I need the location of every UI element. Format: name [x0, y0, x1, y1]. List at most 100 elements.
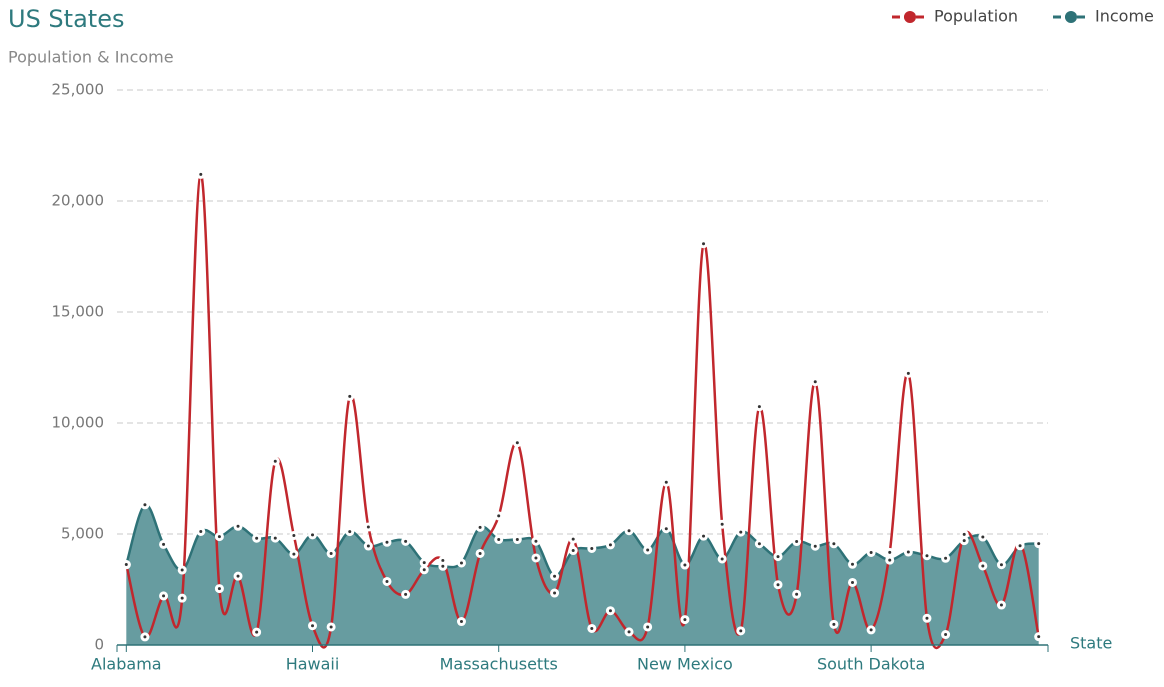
- data-point-dot: [255, 630, 259, 634]
- data-point-dot: [702, 242, 706, 246]
- data-point-dot: [608, 609, 612, 613]
- data-point-dot: [627, 529, 631, 533]
- data-point-dot: [385, 540, 389, 544]
- data-point-dot: [422, 561, 426, 565]
- data-point-dot: [627, 630, 631, 634]
- data-point-dot: [478, 551, 482, 555]
- data-point-dot: [236, 574, 240, 578]
- data-point-dot: [683, 563, 687, 567]
- data-point-dot: [832, 622, 836, 626]
- data-point-dot: [757, 405, 761, 409]
- data-point-dot: [459, 561, 463, 565]
- data-point-dot: [962, 532, 966, 536]
- data-point-dot: [1037, 635, 1041, 639]
- data-point-dot: [217, 587, 221, 591]
- data-point-dot: [646, 548, 650, 552]
- data-point-dot: [813, 380, 817, 384]
- data-point-dot: [478, 525, 482, 529]
- data-point-dot: [850, 580, 854, 584]
- data-point-dot: [813, 544, 817, 548]
- data-point-dot: [534, 539, 538, 543]
- data-point-dot: [124, 563, 128, 567]
- data-point-dot: [329, 552, 333, 556]
- y-tick-label: 25,000: [52, 81, 105, 99]
- data-point-dot: [1037, 542, 1041, 546]
- data-point-dot: [776, 583, 780, 587]
- legend-marker: [904, 11, 916, 23]
- data-point-dot: [944, 556, 948, 560]
- data-point-dot: [441, 564, 445, 568]
- data-point-dot: [534, 556, 538, 560]
- x-tick-label: Hawaii: [286, 655, 340, 674]
- legend-marker: [1065, 11, 1077, 23]
- data-point-dot: [999, 603, 1003, 607]
- data-point-dot: [683, 618, 687, 622]
- data-point-dot: [292, 552, 296, 556]
- data-point-dot: [143, 635, 147, 639]
- data-point-dot: [162, 542, 166, 546]
- data-point-dot: [888, 558, 892, 562]
- legend-label: Population: [934, 7, 1018, 26]
- data-point-dot: [515, 538, 519, 542]
- data-point-dot: [906, 371, 910, 375]
- data-point-dot: [459, 620, 463, 624]
- data-point-dot: [776, 555, 780, 559]
- data-point-dot: [571, 549, 575, 553]
- y-tick-label: 10,000: [52, 414, 105, 432]
- data-point-dot: [199, 529, 203, 533]
- y-tick-label: 20,000: [52, 192, 105, 210]
- data-point-dot: [869, 628, 873, 632]
- data-point-dot: [962, 539, 966, 543]
- x-tick-label: New Mexico: [637, 655, 733, 674]
- data-point-dot: [981, 564, 985, 568]
- data-point-dot: [553, 591, 557, 595]
- data-point-dot: [553, 574, 557, 578]
- data-point-dot: [795, 592, 799, 596]
- data-point-dot: [571, 537, 575, 541]
- data-point-dot: [664, 480, 668, 484]
- legend-label: Income: [1095, 7, 1154, 26]
- data-point-dot: [236, 524, 240, 528]
- data-point-dot: [608, 543, 612, 547]
- data-point-dot: [497, 537, 501, 541]
- data-point-dot: [795, 540, 799, 544]
- data-point-dot: [366, 544, 370, 548]
- data-point-dot: [199, 172, 203, 176]
- data-point-dot: [944, 633, 948, 637]
- data-point-dot: [739, 629, 743, 633]
- data-point-dot: [925, 554, 929, 558]
- data-point-dot: [1018, 544, 1022, 548]
- data-point-dot: [981, 535, 985, 539]
- y-tick-label: 5,000: [61, 525, 104, 543]
- data-point-dot: [702, 534, 706, 538]
- data-point-dot: [348, 530, 352, 534]
- data-point-dot: [311, 533, 315, 537]
- data-point-dot: [888, 550, 892, 554]
- data-point-dot: [646, 625, 650, 629]
- chart-title: US States: [8, 5, 124, 33]
- x-tick-label: Massachusetts: [440, 655, 558, 674]
- data-point-dot: [850, 562, 854, 566]
- data-point-dot: [348, 394, 352, 398]
- data-point-dot: [515, 441, 519, 445]
- data-point-dot: [143, 503, 147, 507]
- data-point-dot: [292, 534, 296, 538]
- data-point-dot: [404, 592, 408, 596]
- data-point-dot: [664, 527, 668, 531]
- data-point-dot: [441, 559, 445, 563]
- data-point-dot: [273, 459, 277, 463]
- data-point-dot: [720, 557, 724, 561]
- data-point-dot: [311, 624, 315, 628]
- data-point-dot: [869, 550, 873, 554]
- data-point-dot: [999, 563, 1003, 567]
- data-point-dot: [180, 596, 184, 600]
- data-point-dot: [162, 594, 166, 598]
- data-point-dot: [590, 546, 594, 550]
- x-tick-label: South Dakota: [817, 655, 925, 674]
- data-point-dot: [385, 579, 389, 583]
- data-point-dot: [404, 539, 408, 543]
- data-point-dot: [366, 525, 370, 529]
- data-point-dot: [329, 625, 333, 629]
- data-point-dot: [217, 535, 221, 539]
